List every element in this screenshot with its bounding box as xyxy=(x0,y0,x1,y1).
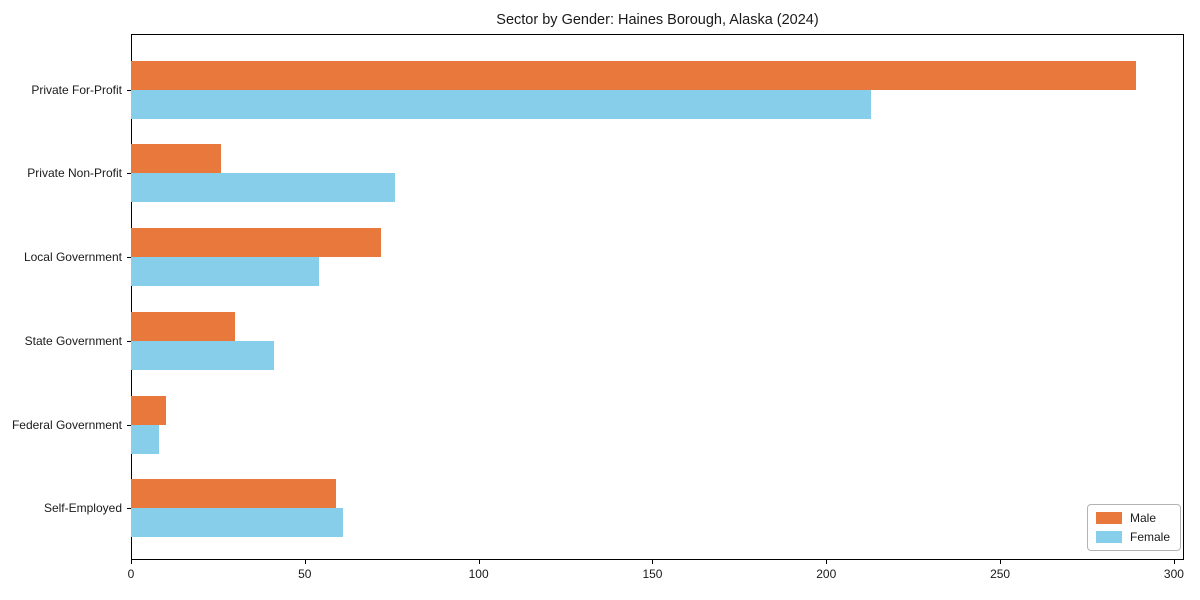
x-tick-mark xyxy=(478,560,480,564)
bar-female-3 xyxy=(131,257,319,287)
y-tick-label: State Government xyxy=(24,333,122,348)
x-tick-label: 200 xyxy=(816,567,837,581)
bar-female-1 xyxy=(131,89,872,119)
x-tick-mark xyxy=(1173,560,1175,564)
x-tick-mark xyxy=(826,560,828,564)
x-tick-label: 300 xyxy=(1163,567,1184,581)
y-tick-mark xyxy=(127,89,131,91)
bar-female-5 xyxy=(131,424,159,454)
y-tick-mark xyxy=(127,340,131,342)
x-tick-mark xyxy=(304,560,306,564)
y-tick-label: Local Government xyxy=(23,250,122,265)
x-tick-label: 100 xyxy=(468,567,489,581)
legend-swatch-male xyxy=(1096,512,1122,524)
y-tick-label: Federal Government xyxy=(11,417,122,432)
x-tick-mark xyxy=(652,560,654,564)
x-tick-mark xyxy=(1000,560,1002,564)
bar-male-6 xyxy=(131,479,337,509)
x-tick-mark xyxy=(131,560,132,564)
legend-label: Male xyxy=(1130,511,1157,525)
x-tick-label: 0 xyxy=(127,567,135,581)
x-tick-label: 250 xyxy=(990,567,1011,581)
bar-male-5 xyxy=(131,395,166,425)
legend-item-female: Female xyxy=(1096,530,1170,544)
y-tick-label: Self-Employed xyxy=(43,501,122,516)
chart-title: Sector by Gender: Haines Borough, Alaska… xyxy=(496,12,819,28)
bar-female-6 xyxy=(131,508,344,538)
bar-female-4 xyxy=(131,340,274,370)
y-tick-mark xyxy=(127,257,131,259)
bar-male-4 xyxy=(131,311,236,341)
x-tick-label: 50 xyxy=(298,567,312,581)
bar-female-2 xyxy=(131,173,396,203)
legend-item-male: Male xyxy=(1096,511,1170,525)
legend-label: Female xyxy=(1130,530,1171,544)
y-tick-mark xyxy=(127,424,131,426)
y-tick-label: Private For-Profit xyxy=(31,82,122,97)
plot-area xyxy=(131,34,1184,560)
legend: Male Female xyxy=(1087,504,1182,551)
bar-male-2 xyxy=(131,144,222,174)
y-tick-mark xyxy=(127,508,131,510)
bar-male-1 xyxy=(131,60,1136,90)
x-tick-label: 150 xyxy=(642,567,663,581)
y-tick-mark xyxy=(127,173,131,175)
y-tick-label: Private Non-Profit xyxy=(27,166,122,181)
bar-male-3 xyxy=(131,228,382,258)
legend-swatch-female xyxy=(1096,531,1122,543)
